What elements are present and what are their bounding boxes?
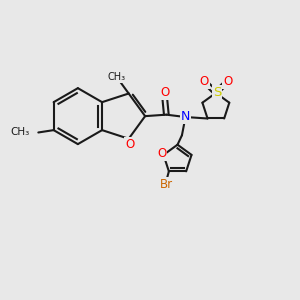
- Text: O: O: [160, 86, 170, 99]
- Text: O: O: [157, 147, 167, 160]
- Text: O: O: [200, 75, 209, 88]
- Text: Br: Br: [160, 178, 173, 191]
- Text: O: O: [223, 75, 232, 88]
- Text: N: N: [181, 110, 190, 123]
- Text: CH₃: CH₃: [107, 72, 125, 82]
- Text: CH₃: CH₃: [11, 128, 30, 137]
- Text: S: S: [213, 86, 221, 99]
- Text: O: O: [125, 138, 134, 151]
